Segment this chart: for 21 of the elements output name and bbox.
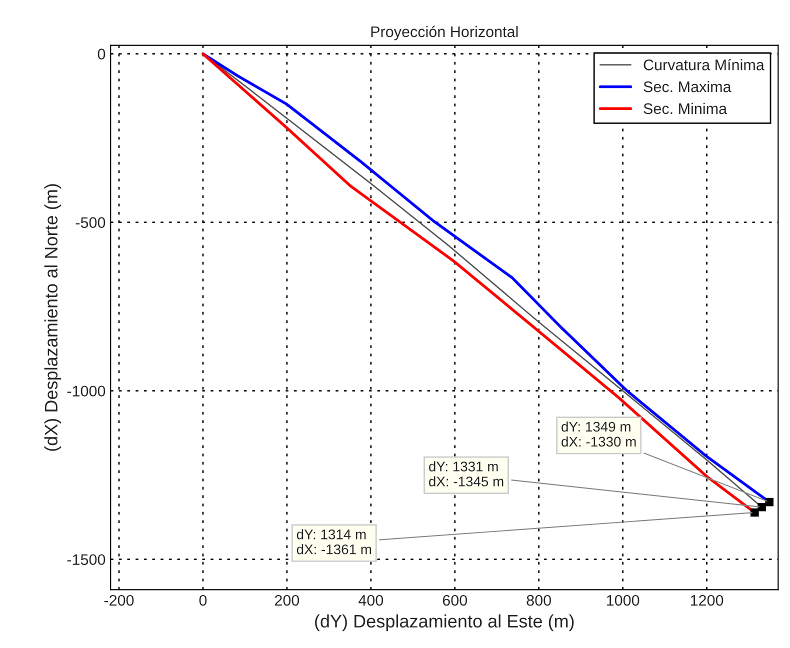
chart-title: Proyección Horizontal	[371, 26, 518, 40]
y-tick-label: 0	[98, 48, 106, 60]
annotation: dY: 1331 m dX: -1345 m	[429, 461, 504, 486]
x-tick-label: -200	[104, 594, 134, 606]
y-tick-label: -1000	[67, 386, 106, 397]
x-tick-label: 600	[442, 594, 468, 606]
legend-label: Sec. Minima	[644, 102, 728, 114]
y-axis-title: (dX) Desplazamiento al Norte (m)	[44, 184, 62, 451]
x-tick-label: 0	[199, 594, 207, 606]
x-tick-label: 400	[358, 594, 384, 606]
x-tick-label: 800	[526, 594, 551, 606]
y-tick-label: -1500	[67, 554, 106, 566]
legend-label: Sec. Maxima	[644, 80, 732, 92]
y-tick-label: -500	[76, 217, 106, 228]
x-axis-title: (dY) Desplazamiento al Este (m)	[315, 614, 574, 632]
annotation: dY: 1314 m dX: -1361 m	[296, 529, 372, 554]
legend-label: Curvatura Mínima	[644, 58, 764, 70]
annotation: dY: 1349 m dX: -1330 m	[562, 421, 636, 447]
x-tick-label: 1200	[690, 594, 724, 606]
x-tick-label: 200	[274, 594, 300, 606]
x-tick-label: 1000	[606, 594, 640, 606]
